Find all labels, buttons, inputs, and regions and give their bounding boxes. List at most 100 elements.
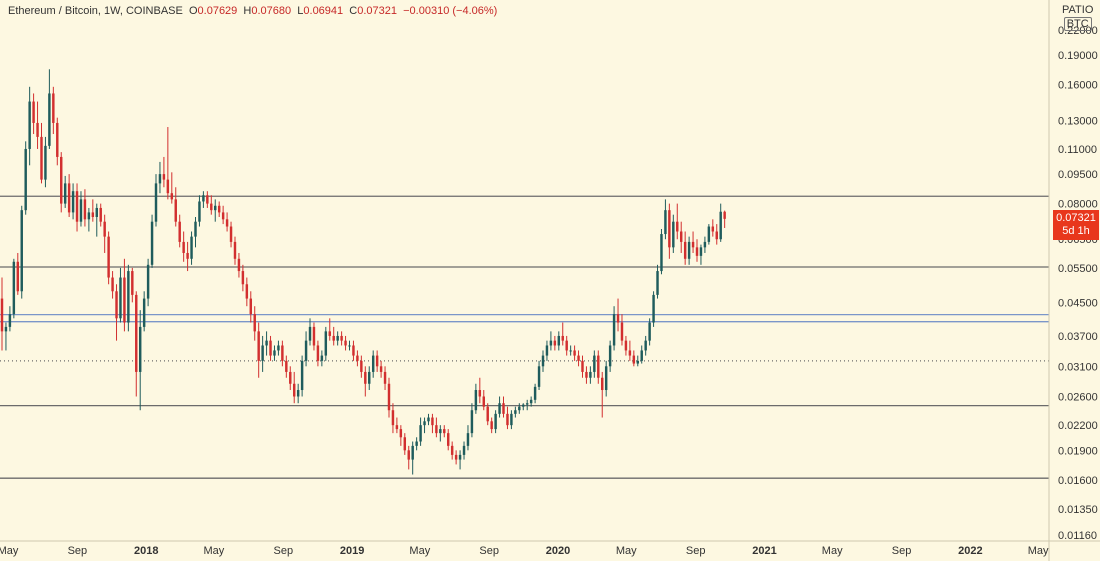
candle	[616, 298, 620, 332]
candle-body	[510, 413, 513, 426]
candle	[604, 360, 608, 397]
candle-body	[565, 340, 568, 351]
axis-unit[interactable]: ΡΑΤΙΟ BTC	[1062, 4, 1093, 31]
candle	[679, 221, 683, 253]
candle-body	[561, 335, 564, 341]
candle-body	[103, 221, 106, 237]
candle	[549, 331, 553, 351]
candle-body	[56, 122, 59, 157]
candle	[632, 350, 636, 367]
candle	[269, 335, 272, 361]
candle-body	[83, 199, 87, 220]
price-tick-label: 0.11000	[1058, 144, 1097, 156]
candle	[182, 231, 185, 262]
candle	[371, 350, 375, 378]
candle-body	[123, 277, 126, 323]
candle-body	[553, 340, 557, 346]
candle	[664, 199, 667, 240]
candle-body	[237, 258, 241, 272]
candle-body	[24, 148, 27, 211]
candle-body	[518, 406, 521, 411]
candle	[281, 340, 284, 367]
candle	[265, 331, 268, 356]
candle	[340, 331, 343, 346]
candle	[687, 236, 691, 265]
candle	[131, 267, 134, 303]
candle-body	[206, 195, 209, 204]
candle	[44, 136, 47, 188]
candle	[561, 322, 564, 346]
candle	[320, 350, 324, 367]
candle-body	[577, 355, 580, 361]
candle	[202, 191, 205, 208]
price-tick-label: 0.04500	[1058, 297, 1098, 309]
candle	[703, 236, 707, 253]
candle	[415, 437, 418, 451]
candle-body	[312, 326, 316, 346]
candle	[56, 117, 59, 166]
candle	[628, 340, 632, 361]
candle	[541, 350, 545, 372]
price-axis[interactable]: 0.22000 0.19000 0.16000 0.13000 0.11000 0.095…	[1048, 0, 1098, 561]
candle-body	[304, 340, 308, 361]
symbol-title: Ethereum / Bitcoin, 1W, COINBASE	[8, 5, 183, 17]
candle	[312, 322, 316, 351]
candle	[411, 441, 414, 475]
candle	[95, 203, 98, 237]
candle	[699, 244, 703, 265]
candle-body	[672, 221, 675, 248]
candles	[0, 69, 726, 475]
candle-body	[620, 322, 624, 341]
candle	[36, 101, 39, 149]
candle	[620, 314, 624, 346]
candle	[344, 335, 347, 351]
candle	[79, 191, 83, 227]
candle	[486, 403, 489, 426]
horizontal-levels	[0, 195, 1049, 479]
candle-body	[348, 345, 351, 347]
candle-body	[316, 345, 320, 361]
candle-body	[115, 291, 118, 319]
candle-body	[4, 326, 8, 332]
unit-currency: BTC	[1063, 17, 1092, 31]
candle-body	[676, 221, 679, 232]
candle-body	[597, 355, 600, 378]
candle	[40, 122, 43, 184]
time-axis[interactable]: May Sep 2018 May Sep 2019 May Sep 2020 May Sep 2021…	[0, 540, 1100, 557]
price-tick-label: 0.03100	[1058, 361, 1098, 373]
close-value: 0.07321	[357, 5, 397, 17]
candle	[198, 195, 201, 227]
candle-body	[502, 403, 505, 414]
candle-body	[142, 298, 146, 327]
candle	[522, 403, 525, 411]
candle-body	[360, 360, 363, 372]
time-tick-label: Sep	[892, 545, 912, 557]
time-tick-label: 2018	[134, 545, 158, 557]
candle	[707, 224, 711, 245]
candle	[241, 264, 245, 292]
candle-body	[233, 241, 237, 259]
candle-body	[52, 93, 55, 123]
candle-body	[194, 221, 197, 237]
candle	[427, 413, 430, 426]
candle-body	[12, 261, 16, 315]
time-tick-label: 2022	[958, 545, 982, 557]
candle	[447, 429, 450, 451]
candle-body	[644, 340, 647, 351]
candle	[300, 355, 304, 397]
candle-body	[146, 264, 150, 299]
bar-countdown: 5d 1h	[1062, 225, 1090, 237]
candle	[253, 306, 256, 341]
candle-body	[28, 101, 31, 149]
price-tick-label: 0.01900	[1058, 445, 1098, 457]
candle	[581, 355, 584, 378]
candle-body	[545, 345, 549, 356]
candle-body	[431, 417, 434, 426]
candle-body	[640, 350, 643, 361]
candle-body	[60, 156, 63, 204]
candle-body	[162, 174, 166, 180]
candle-body	[399, 429, 403, 438]
candle-body	[198, 201, 201, 222]
